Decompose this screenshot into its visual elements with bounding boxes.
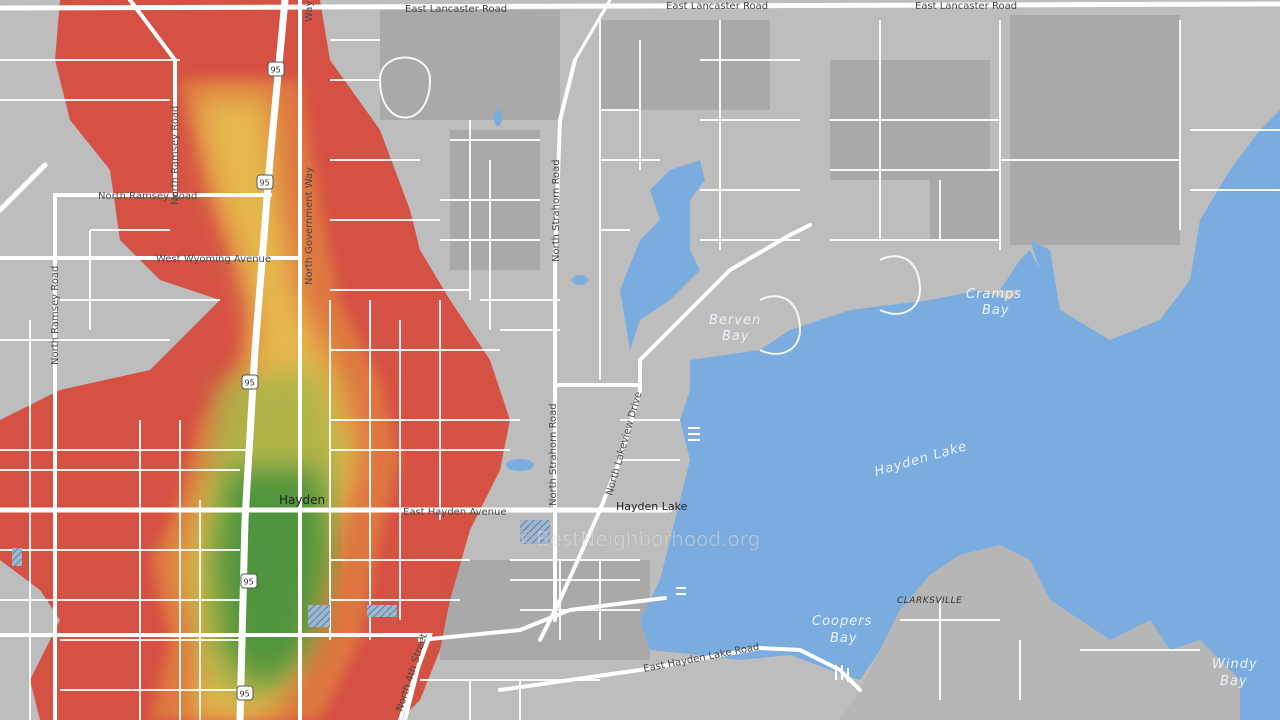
water-bodies [494,110,1280,720]
label-windy-bay-1: Windy [1212,657,1258,672]
label-hayden: Hayden [279,493,325,507]
label-berven-bay-1: Berven [709,313,761,328]
label-cramps-bay-1: Cramps [966,287,1022,302]
label-coopers-bay-1: Coopers [812,614,872,629]
label-cramps-bay-2: Bay [982,303,1010,318]
us95-shield-5: 95 [236,685,254,701]
berven-bay-water [620,160,705,350]
label-north-ramsey-h: North Ramsey Road [98,191,197,202]
hayden-lake-water [640,110,1280,720]
label-north-government: North Government Way [304,167,315,285]
label-east-lancaster-2: East Lancaster Road [666,1,768,12]
label-windy-bay-2: Bay [1220,674,1248,689]
label-east-lancaster-1: East Lancaster Road [405,4,507,15]
us95-shield-2: 95 [256,174,274,190]
cramps-bay-water [1000,250,1040,290]
label-north-strahorn-2: North Strahorn Road [548,403,559,506]
road-strahorn-north [573,0,612,62]
us95-shield-4: 95 [240,573,258,589]
docks [676,427,849,682]
road-north-strahorn [553,58,577,622]
road-east-hayden-lake [418,596,667,642]
road-ramsey-curve [128,0,177,197]
label-way: Way [304,1,315,22]
label-north-strahorn-1: North Strahorn Road [551,159,562,262]
label-east-lancaster-3: East Lancaster Road [915,1,1017,12]
road-lakeview-north [638,223,812,362]
us95-shield-3: 95 [241,374,259,390]
label-east-hayden-ave: East Hayden Avenue [403,507,507,518]
us95-shield-1: 95 [267,61,285,77]
svg-text:95: 95 [240,690,250,699]
svg-text:95: 95 [271,66,281,75]
us95-shields: 95 95 95 95 95 [236,61,285,701]
label-hayden-lake-town: Hayden Lake [616,500,688,513]
land-parcels [380,10,1180,660]
label-berven-bay-2: Bay [722,329,750,344]
svg-text:95: 95 [245,379,255,388]
label-coopers-bay-2: Bay [830,631,858,646]
svg-text:95: 95 [260,179,270,188]
label-north-ramsey-v2: North Ramsey Road [50,266,61,365]
place-labels: Hayden Hayden Lake CLARKSVILLE [279,493,962,606]
hatched-areas [12,520,550,627]
label-clarksville: CLARKSVILLE [897,596,962,606]
label-west-wyoming: West Wyoming Avenue [156,254,271,265]
road-east-lancaster [0,1,1280,11]
svg-text:95: 95 [244,578,254,587]
label-north-ramsey-v: North Ramsey Road [170,106,181,205]
road-north-4th [403,633,432,720]
watermark: ©BestNeighborhood.org [516,527,760,551]
road-diag-nw [0,162,48,213]
road-east-hayden-lake-south [498,645,862,692]
